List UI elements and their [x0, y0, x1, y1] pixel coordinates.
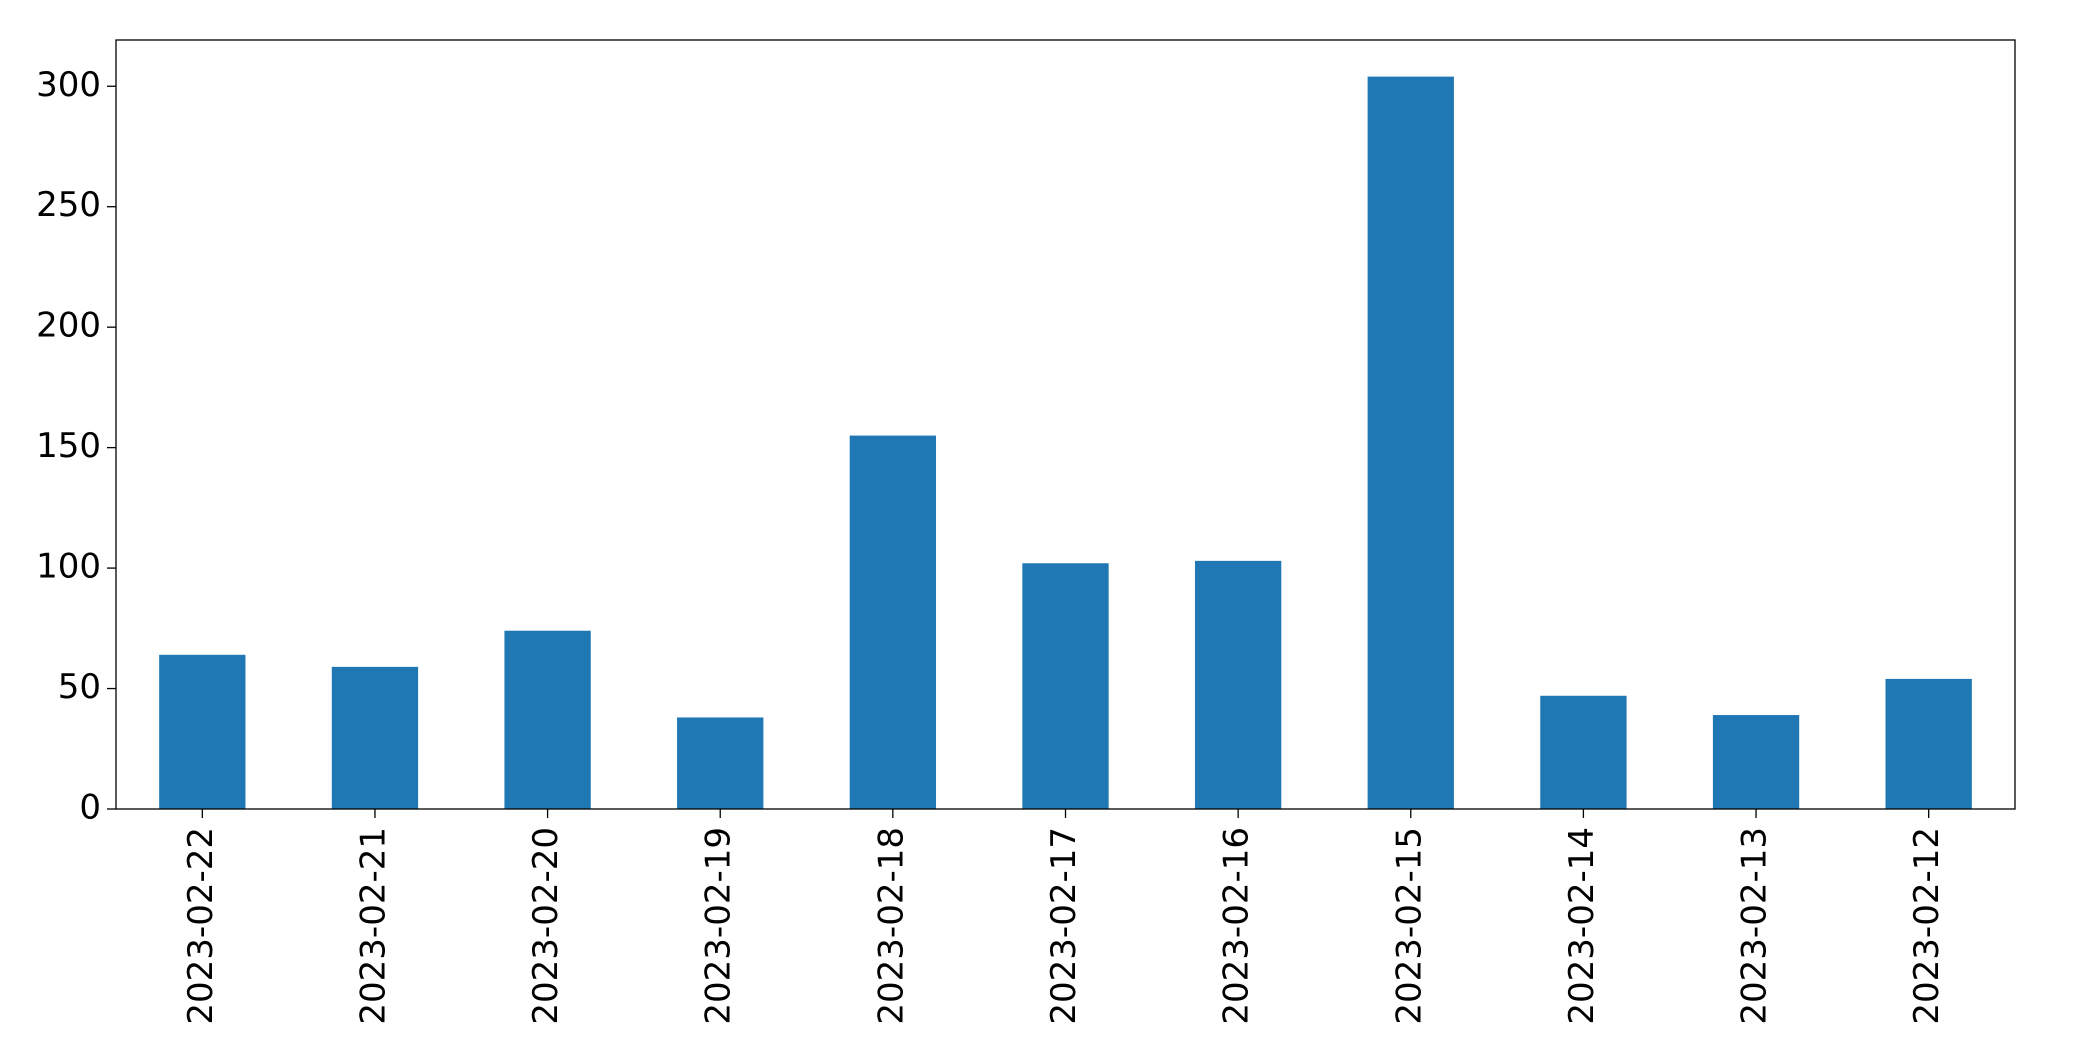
y-tick-label: 150: [36, 426, 101, 466]
y-tick-label: 300: [36, 65, 101, 105]
x-tick-label: 2023-02-13: [1735, 827, 1775, 1025]
x-tick-label: 2023-02-20: [526, 827, 566, 1025]
x-tick-label: 2023-02-15: [1389, 827, 1429, 1025]
y-tick-label: 200: [36, 306, 101, 346]
bar: [1540, 695, 1627, 809]
x-tick-label: 2023-02-19: [699, 827, 739, 1025]
x-tick-label: 2023-02-22: [181, 827, 221, 1025]
bar: [1022, 563, 1109, 809]
bar: [1367, 76, 1454, 810]
bar: [159, 654, 246, 809]
bar: [1194, 560, 1282, 809]
x-tick-label: 2023-02-17: [1044, 827, 1084, 1025]
bar: [504, 630, 591, 809]
bar: [849, 435, 937, 809]
y-tick-label: 0: [79, 788, 101, 828]
bar: [1712, 715, 1800, 809]
y-tick-label: 50: [58, 667, 101, 707]
x-tick-label: 2023-02-16: [1217, 827, 1257, 1025]
bar: [677, 717, 764, 809]
x-tick-label: 2023-02-12: [1907, 827, 1947, 1025]
y-tick-label: 100: [36, 547, 101, 587]
plot-frame: [115, 39, 2016, 810]
bar: [331, 666, 419, 809]
x-tick-label: 2023-02-18: [871, 827, 911, 1025]
y-tick-label: 250: [36, 185, 101, 225]
x-tick-label: 2023-02-14: [1562, 827, 1602, 1025]
bar: [1885, 678, 1972, 809]
x-tick-label: 2023-02-21: [353, 827, 393, 1025]
